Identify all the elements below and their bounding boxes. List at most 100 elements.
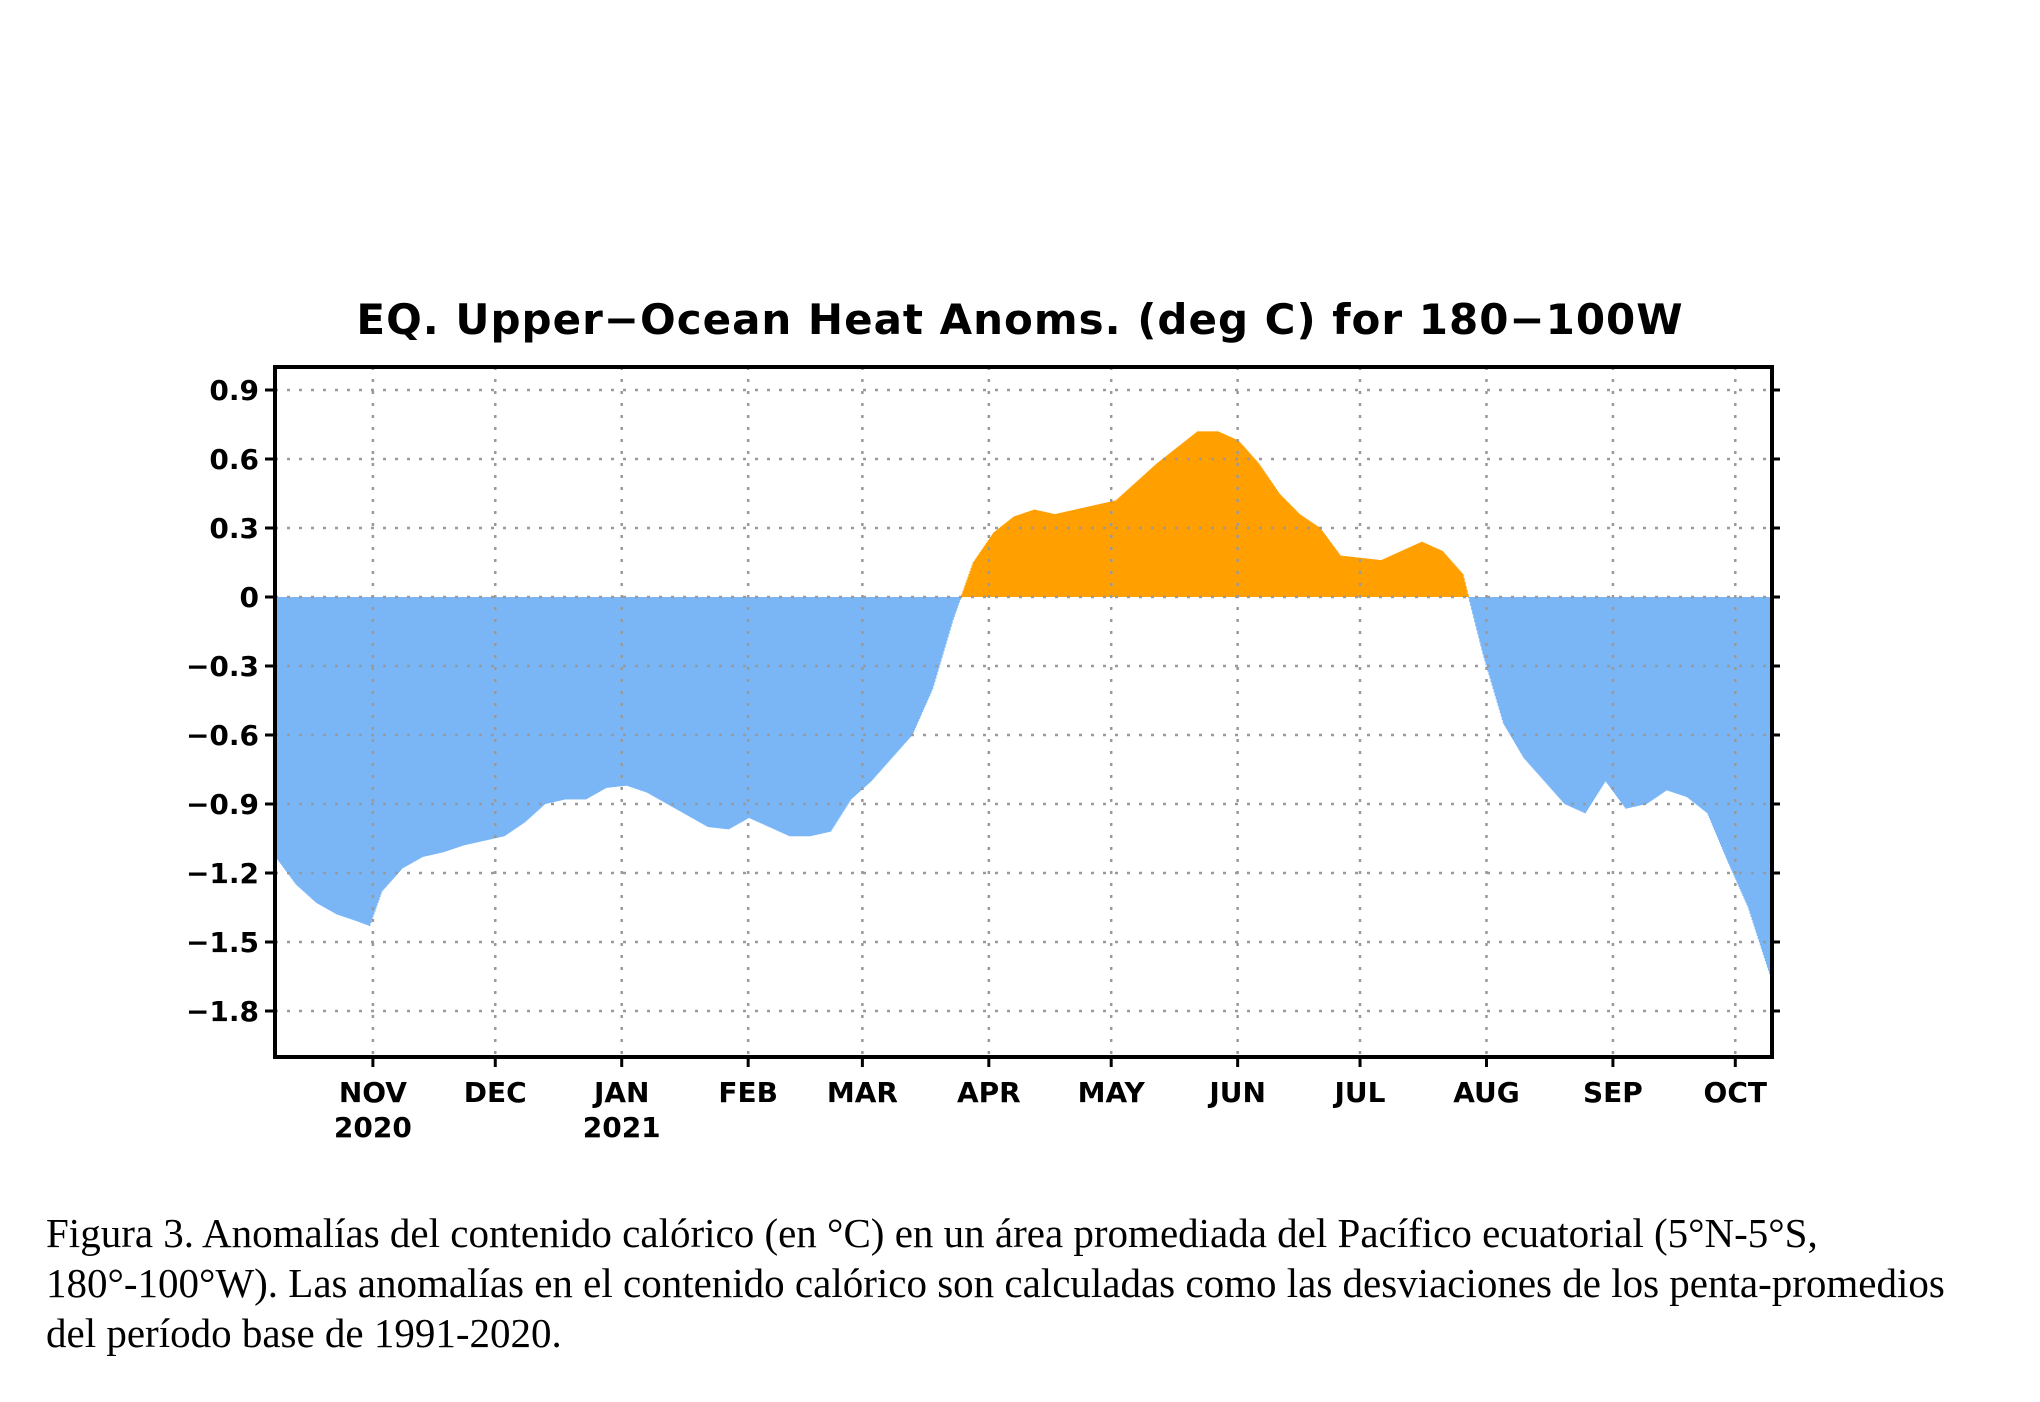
negative-anomaly-bar	[666, 597, 669, 804]
negative-anomaly-bar	[501, 597, 504, 837]
positive-anomaly-bar	[1155, 464, 1157, 597]
positive-anomaly-bar	[1291, 506, 1294, 597]
positive-anomaly-bar	[1339, 555, 1342, 597]
positive-anomaly-bar	[1304, 518, 1307, 597]
negative-anomaly-bar	[1514, 597, 1516, 743]
negative-anomaly-bar	[489, 597, 491, 840]
negative-anomaly-bar	[639, 597, 641, 791]
negative-anomaly-bar	[1578, 597, 1580, 811]
positive-anomaly-bar	[1126, 490, 1129, 597]
negative-anomaly-bar	[309, 597, 312, 898]
positive-anomaly-bar	[1305, 519, 1308, 597]
negative-anomaly-bar	[1637, 597, 1640, 806]
positive-anomaly-bar	[1236, 440, 1239, 597]
negative-anomaly-bar	[676, 597, 679, 810]
negative-anomaly-bar	[1635, 597, 1637, 807]
negative-anomaly-bar	[857, 597, 859, 793]
negative-anomaly-bar	[404, 597, 407, 867]
negative-anomaly-bar	[935, 597, 938, 676]
positive-anomaly-bar	[1403, 549, 1406, 597]
positive-anomaly-bar	[1271, 483, 1273, 597]
positive-anomaly-bar	[964, 585, 966, 597]
negative-anomaly-bar	[933, 597, 936, 683]
positive-anomaly-bar	[1353, 557, 1356, 597]
positive-anomaly-bar	[1091, 505, 1094, 597]
positive-anomaly-bar	[1180, 444, 1183, 597]
positive-anomaly-bar	[1159, 461, 1161, 597]
positive-anomaly-bar	[1125, 491, 1128, 597]
negative-anomaly-bar	[1642, 597, 1645, 805]
negative-anomaly-bar	[786, 597, 789, 836]
positive-anomaly-bar	[1354, 557, 1357, 597]
negative-anomaly-bar	[931, 597, 934, 689]
negative-anomaly-bar	[1592, 597, 1595, 801]
negative-anomaly-bar	[1517, 597, 1519, 748]
negative-anomaly-bar	[1646, 597, 1649, 804]
positive-anomaly-bar	[1186, 439, 1189, 597]
positive-anomaly-bar	[1108, 502, 1110, 597]
positive-anomaly-bar	[1277, 492, 1280, 597]
negative-anomaly-bar	[314, 597, 317, 902]
negative-anomaly-bar	[538, 597, 540, 810]
negative-anomaly-bar	[727, 597, 730, 830]
positive-anomaly-bar	[1087, 506, 1090, 597]
negative-anomaly-bar	[623, 597, 626, 786]
negative-anomaly-bar	[1645, 597, 1648, 804]
negative-anomaly-bar	[792, 597, 794, 837]
negative-anomaly-bar	[766, 597, 769, 827]
positive-anomaly-bar	[968, 574, 971, 597]
negative-anomaly-bar	[278, 597, 280, 862]
positive-anomaly-bar	[1285, 500, 1288, 597]
positive-anomaly-bar	[1429, 545, 1431, 597]
negative-anomaly-bar	[361, 597, 364, 924]
negative-anomaly-bar	[954, 597, 956, 615]
positive-anomaly-bar	[1082, 507, 1085, 597]
negative-anomaly-bar	[1695, 597, 1698, 805]
negative-anomaly-bar	[752, 597, 754, 820]
positive-anomaly-bar	[992, 532, 995, 597]
positive-anomaly-bar	[1098, 504, 1101, 597]
negative-anomaly-bar	[1714, 597, 1717, 833]
positive-anomaly-bar	[1060, 512, 1062, 597]
negative-anomaly-bar	[908, 597, 910, 739]
negative-anomaly-bar	[1555, 597, 1558, 795]
negative-anomaly-bar	[1742, 597, 1745, 896]
negative-anomaly-bar	[281, 597, 283, 866]
positive-anomaly-bar	[1345, 556, 1348, 597]
negative-anomaly-bar	[472, 597, 475, 844]
negative-anomaly-bar	[678, 597, 681, 811]
negative-anomaly-bar	[1698, 597, 1701, 807]
y-tick-label: −1.5	[186, 926, 259, 959]
positive-anomaly-bar	[1140, 477, 1143, 597]
negative-anomaly-bar	[389, 597, 391, 883]
negative-anomaly-bar	[759, 597, 761, 823]
negative-anomaly-bar	[869, 597, 872, 782]
negative-anomaly-bar	[936, 597, 939, 672]
positive-anomaly-bar	[1185, 440, 1188, 597]
positive-anomaly-bar	[1048, 513, 1051, 597]
negative-anomaly-bar	[1743, 597, 1746, 899]
negative-anomaly-bar	[294, 597, 296, 884]
negative-anomaly-bar	[836, 597, 839, 821]
positive-anomaly-bar	[1225, 435, 1228, 597]
negative-anomaly-bar	[947, 597, 949, 638]
negative-anomaly-bar	[953, 597, 955, 618]
negative-anomaly-bar	[1541, 597, 1544, 779]
negative-anomaly-bar	[890, 597, 893, 758]
negative-anomaly-bar	[635, 597, 638, 790]
negative-anomaly-bar	[1531, 597, 1533, 768]
negative-anomaly-bar	[628, 597, 631, 787]
negative-anomaly-bar	[777, 597, 780, 832]
negative-anomaly-bar	[1705, 597, 1708, 813]
negative-anomaly-bar	[1532, 597, 1534, 769]
negative-anomaly-bar	[308, 597, 311, 897]
negative-anomaly-bar	[748, 597, 750, 818]
negative-anomaly-bar	[1530, 597, 1532, 767]
negative-anomaly-bar	[900, 597, 902, 748]
negative-anomaly-bar	[588, 597, 590, 798]
positive-anomaly-bar	[1097, 504, 1100, 597]
negative-anomaly-bar	[345, 597, 347, 918]
negative-anomaly-bar	[672, 597, 675, 808]
negative-anomaly-bar	[403, 597, 406, 868]
positive-anomaly-bar	[1010, 518, 1012, 597]
